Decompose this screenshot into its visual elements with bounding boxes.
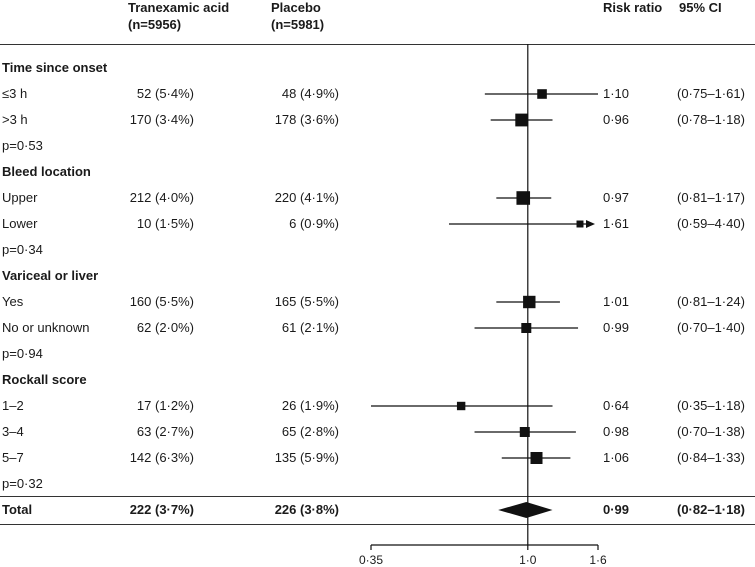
group-heading: Time since onset [2, 60, 108, 75]
header-divider [0, 44, 755, 45]
risk-ratio-value: 0·64 [603, 398, 630, 413]
group-heading: Rockall score [2, 372, 87, 387]
treatment-events: 63 (2·7%) [136, 424, 194, 439]
total-divider-top [0, 496, 755, 497]
ci-value: (0·82–1·18) [677, 502, 745, 517]
risk-ratio-value: 0·97 [603, 190, 630, 205]
ci-value: (0·81–1·17) [677, 190, 745, 205]
point-estimate-square [521, 323, 532, 333]
ci-value: (0·81–1·24) [677, 294, 745, 309]
ci-value: (0·75–1·61) [677, 86, 745, 101]
p-value-label: p=0·94 [2, 346, 43, 361]
x-axis-tick-label: 1·0 [519, 553, 537, 567]
ci-arrow [586, 220, 595, 228]
subgroup-label: Upper [2, 190, 38, 205]
placebo-events: 220 (4·1%) [274, 190, 339, 205]
group-heading: Bleed location [2, 164, 91, 179]
point-estimate-square [456, 401, 466, 411]
treatment-events: 212 (4·0%) [129, 190, 194, 205]
x-axis-tick-label: 0·35 [359, 553, 383, 567]
subgroup-label: Yes [2, 294, 24, 309]
risk-ratio-value: 1·01 [603, 294, 630, 309]
risk-ratio-value: 0·96 [603, 112, 630, 127]
point-estimate-square [519, 427, 530, 437]
treatment-events: 142 (6·3%) [129, 450, 194, 465]
placebo-events: 61 (2·1%) [281, 320, 339, 335]
placebo-events: 26 (1·9%) [281, 398, 339, 413]
treatment-events: 222 (3·7%) [129, 502, 194, 517]
header-treatment-n: (n=5956) [128, 17, 182, 32]
ci-value: (0·84–1·33) [677, 450, 745, 465]
point-estimate-square [576, 220, 584, 228]
treatment-events: 10 (1·5%) [136, 216, 194, 231]
placebo-events: 6 (0·9%) [289, 216, 339, 231]
placebo-events: 226 (3·8%) [274, 502, 339, 517]
placebo-events: 65 (2·8%) [281, 424, 339, 439]
risk-ratio-value: 1·10 [603, 86, 630, 101]
subgroup-label: Lower [2, 216, 38, 231]
subgroup-label: ≤3 h [2, 86, 28, 101]
point-estimate-square [516, 191, 531, 205]
risk-ratio-value: 0·99 [603, 502, 630, 517]
point-estimate-square [537, 89, 547, 99]
risk-ratio-value: 1·06 [603, 450, 630, 465]
treatment-events: 52 (5·4%) [136, 86, 194, 101]
subgroup-label: 1–2 [2, 398, 24, 413]
p-value-label: p=0·32 [2, 476, 43, 491]
treatment-events: 17 (1·2%) [136, 398, 194, 413]
group-heading: Variceal or liver [2, 268, 99, 283]
x-axis-tick-label: 1·6 [589, 553, 607, 567]
risk-ratio-value: 0·99 [603, 320, 630, 335]
header-placebo-name: Placebo [271, 0, 321, 15]
point-estimate-square [523, 295, 536, 309]
ci-value: (0·78–1·18) [677, 112, 745, 127]
header-treatment-name: Tranexamic acid [128, 0, 230, 15]
subgroup-label: 3–4 [2, 424, 24, 439]
p-value-label: p=0·53 [2, 138, 43, 153]
placebo-events: 178 (3·6%) [274, 112, 339, 127]
subgroup-label: No or unknown [2, 320, 90, 335]
risk-ratio-value: 0·98 [603, 424, 630, 439]
risk-ratio-value: 1·61 [603, 216, 630, 231]
total-label: Total [2, 502, 33, 517]
p-value-label: p=0·34 [2, 242, 43, 257]
ci-value: (0·35–1·18) [677, 398, 745, 413]
ci-value: (0·70–1·40) [677, 320, 745, 335]
header-risk-ratio: Risk ratio [603, 0, 663, 15]
ci-value: (0·70–1·38) [677, 424, 745, 439]
placebo-events: 48 (4·9%) [281, 86, 339, 101]
header-placebo-n: (n=5981) [271, 17, 325, 32]
header-ci: 95% CI [679, 0, 722, 15]
treatment-events: 170 (3·4%) [129, 112, 194, 127]
treatment-events: 62 (2·0%) [136, 320, 194, 335]
point-estimate-square [515, 113, 529, 127]
ci-value: (0·59–4·40) [677, 216, 745, 231]
placebo-events: 165 (5·5%) [274, 294, 339, 309]
point-estimate-square [530, 452, 543, 464]
placebo-events: 135 (5·9%) [274, 450, 339, 465]
total-divider-bottom [0, 524, 755, 525]
subgroup-label: 5–7 [2, 450, 24, 465]
total-diamond [498, 502, 553, 518]
subgroup-label: >3 h [2, 112, 28, 127]
treatment-events: 160 (5·5%) [129, 294, 194, 309]
